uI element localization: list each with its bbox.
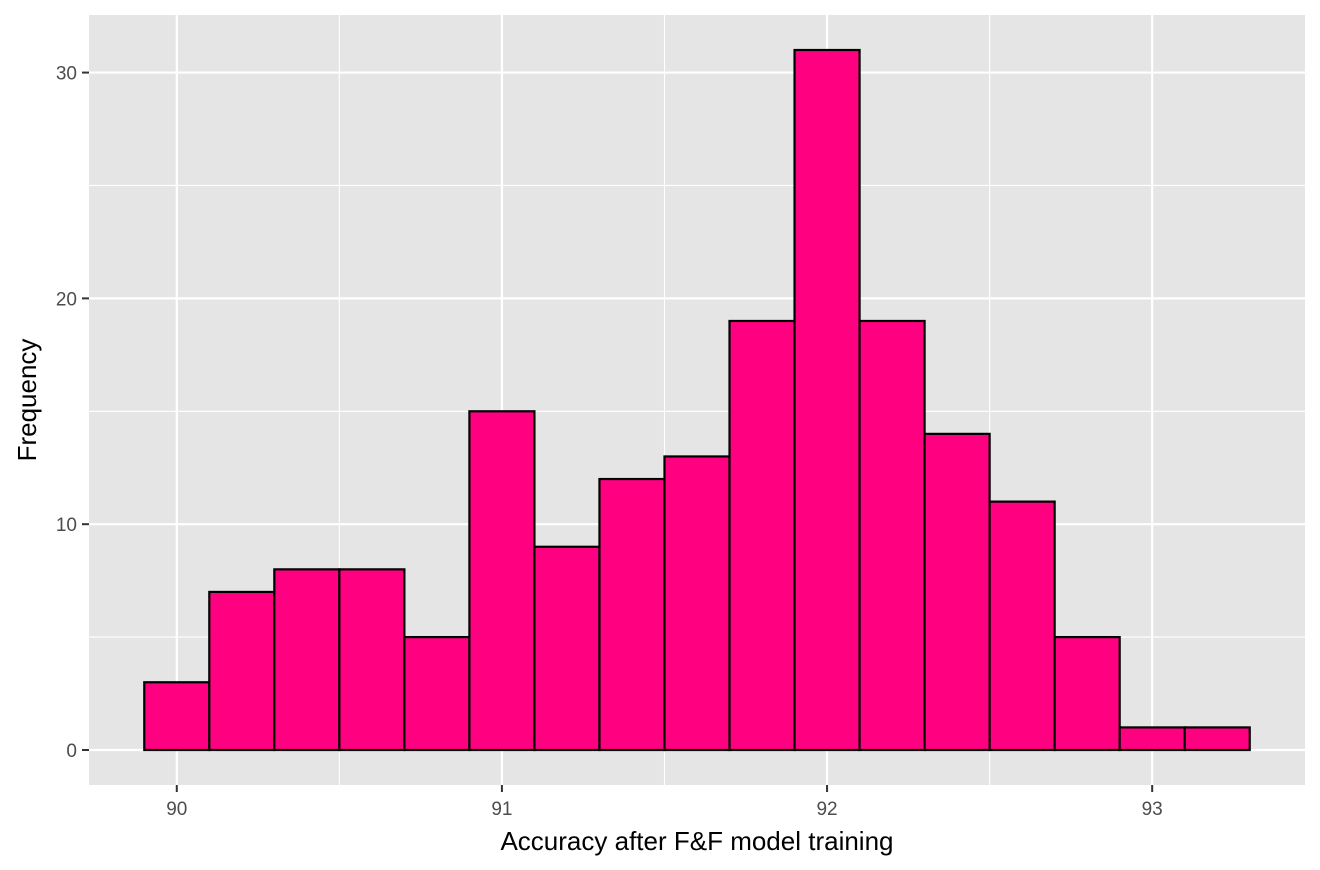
histogram-bar (403, 635, 471, 752)
y-tick-label: 30 (56, 64, 77, 85)
histogram-bar (598, 477, 666, 752)
x-axis: 90 91 92 93 (166, 785, 1163, 820)
histogram-bar (728, 319, 796, 752)
y-axis: 0 10 20 30 (56, 64, 89, 762)
y-tick-label: 0 (66, 741, 77, 762)
histogram-bar (208, 590, 276, 752)
histogram-bar (1183, 726, 1251, 752)
histogram-bar (468, 410, 536, 752)
x-tick-label: 93 (1142, 799, 1163, 820)
y-axis-title: Frequency (12, 339, 42, 462)
histogram-bar (858, 319, 926, 752)
histogram-bar (1118, 726, 1186, 752)
histogram-bar (143, 681, 211, 752)
histogram-bar (273, 568, 341, 752)
y-tick-label: 20 (56, 289, 77, 310)
histogram-bar (1053, 635, 1121, 752)
histogram-bar (793, 48, 861, 752)
x-tick-label: 90 (166, 799, 187, 820)
x-tick-label: 92 (816, 799, 837, 820)
x-axis-title: Accuracy after F&F model training (500, 826, 893, 856)
histogram-bar (988, 500, 1056, 752)
histogram-bars (143, 48, 1251, 752)
histogram-bar (533, 545, 601, 752)
histogram-bar (338, 568, 406, 752)
x-tick-label: 91 (491, 799, 512, 820)
y-tick-label: 10 (56, 515, 77, 536)
histogram-bar (923, 432, 991, 752)
histogram-bar (663, 455, 731, 752)
